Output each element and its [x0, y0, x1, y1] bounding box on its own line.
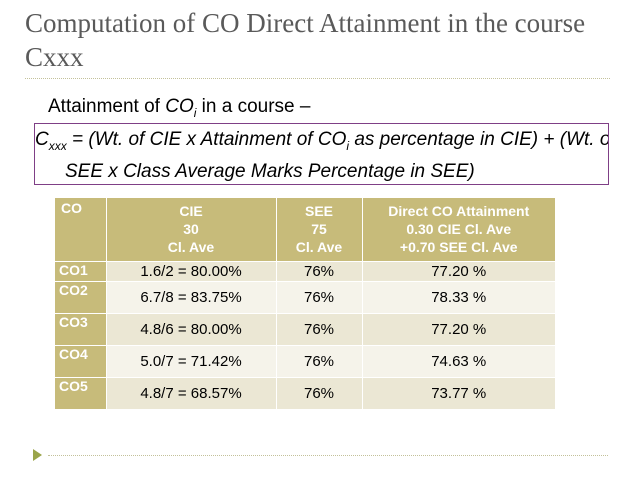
triangle-right-icon: [33, 449, 42, 461]
direct-cell: 74.63 %: [362, 344, 555, 377]
co-cell: CO1: [55, 260, 107, 281]
see-cell: 76%: [276, 344, 363, 377]
direct-cell: 73.77 %: [362, 376, 555, 409]
formula-part2: as percentage in CIE) + (Wt. of SEE x Cl…: [65, 129, 609, 182]
header-see: SEE 75 Cl. Ave: [276, 198, 363, 261]
cie-cell: 6.7/8 = 83.75%: [106, 280, 277, 313]
attainment-heading: Attainment of COi in a course –: [48, 96, 310, 124]
cie-cell: 4.8/6 = 80.00%: [106, 312, 277, 345]
co-cell: CO3: [55, 312, 107, 345]
attainment-suffix: in a course –: [196, 96, 311, 117]
cie-cell: 1.6/2 = 80.00%: [106, 260, 277, 281]
header-direct-attainment: Direct CO Attainment 0.30 CIE Cl. Ave +0…: [362, 198, 555, 261]
formula-box: Cxxx = (Wt. of CIE x Attainment of COi a…: [34, 123, 609, 185]
table-row: CO5 4.8/7 = 68.57% 76% 73.77 %: [55, 376, 555, 409]
table-row: CO1 1.6/2 = 80.00% 76% 77.20 %: [55, 260, 555, 281]
co-cell: CO4: [55, 344, 107, 377]
table-row: CO4 5.0/7 = 71.42% 76% 74.63 %: [55, 344, 555, 377]
footer-divider: [48, 455, 608, 456]
see-cell: 76%: [276, 260, 363, 281]
cie-cell: 5.0/7 = 71.42%: [106, 344, 277, 377]
header-co: CO: [55, 198, 107, 261]
cie-cell: 4.8/7 = 68.57%: [106, 376, 277, 409]
header-cie: CIE 30 Cl. Ave: [106, 198, 277, 261]
table-row: CO2 6.7/8 = 83.75% 76% 78.33 %: [55, 280, 555, 313]
see-cell: 76%: [276, 312, 363, 345]
co-cell: CO2: [55, 280, 107, 313]
see-cell: 76%: [276, 280, 363, 313]
attainment-prefix: Attainment of: [48, 96, 166, 117]
formula-part1: = (Wt. of CIE x Attainment of CO: [66, 129, 347, 150]
see-cell: 76%: [276, 376, 363, 409]
direct-cell: 77.20 %: [362, 260, 555, 281]
direct-cell: 77.20 %: [362, 312, 555, 345]
formula-co-sub: i: [346, 138, 350, 153]
table-header-row: CO CIE 30 Cl. Ave SEE 75 Cl. Ave Direct …: [55, 198, 555, 261]
formula-c: C: [35, 129, 49, 150]
formula-text: Cxxx = (Wt. of CIE x Attainment of COi a…: [35, 127, 609, 184]
direct-cell: 78.33 %: [362, 280, 555, 313]
formula-c-sub: xxx: [48, 138, 67, 153]
co-cell: CO5: [55, 376, 107, 409]
attainment-co: COi: [165, 96, 197, 120]
slide-title: Computation of CO Direct Attainment in t…: [25, 8, 586, 72]
co-attainment-table: CO CIE 30 Cl. Ave SEE 75 Cl. Ave Direct …: [55, 198, 555, 409]
title-divider: [25, 78, 610, 79]
table-row: CO3 4.8/6 = 80.00% 76% 77.20 %: [55, 312, 555, 345]
